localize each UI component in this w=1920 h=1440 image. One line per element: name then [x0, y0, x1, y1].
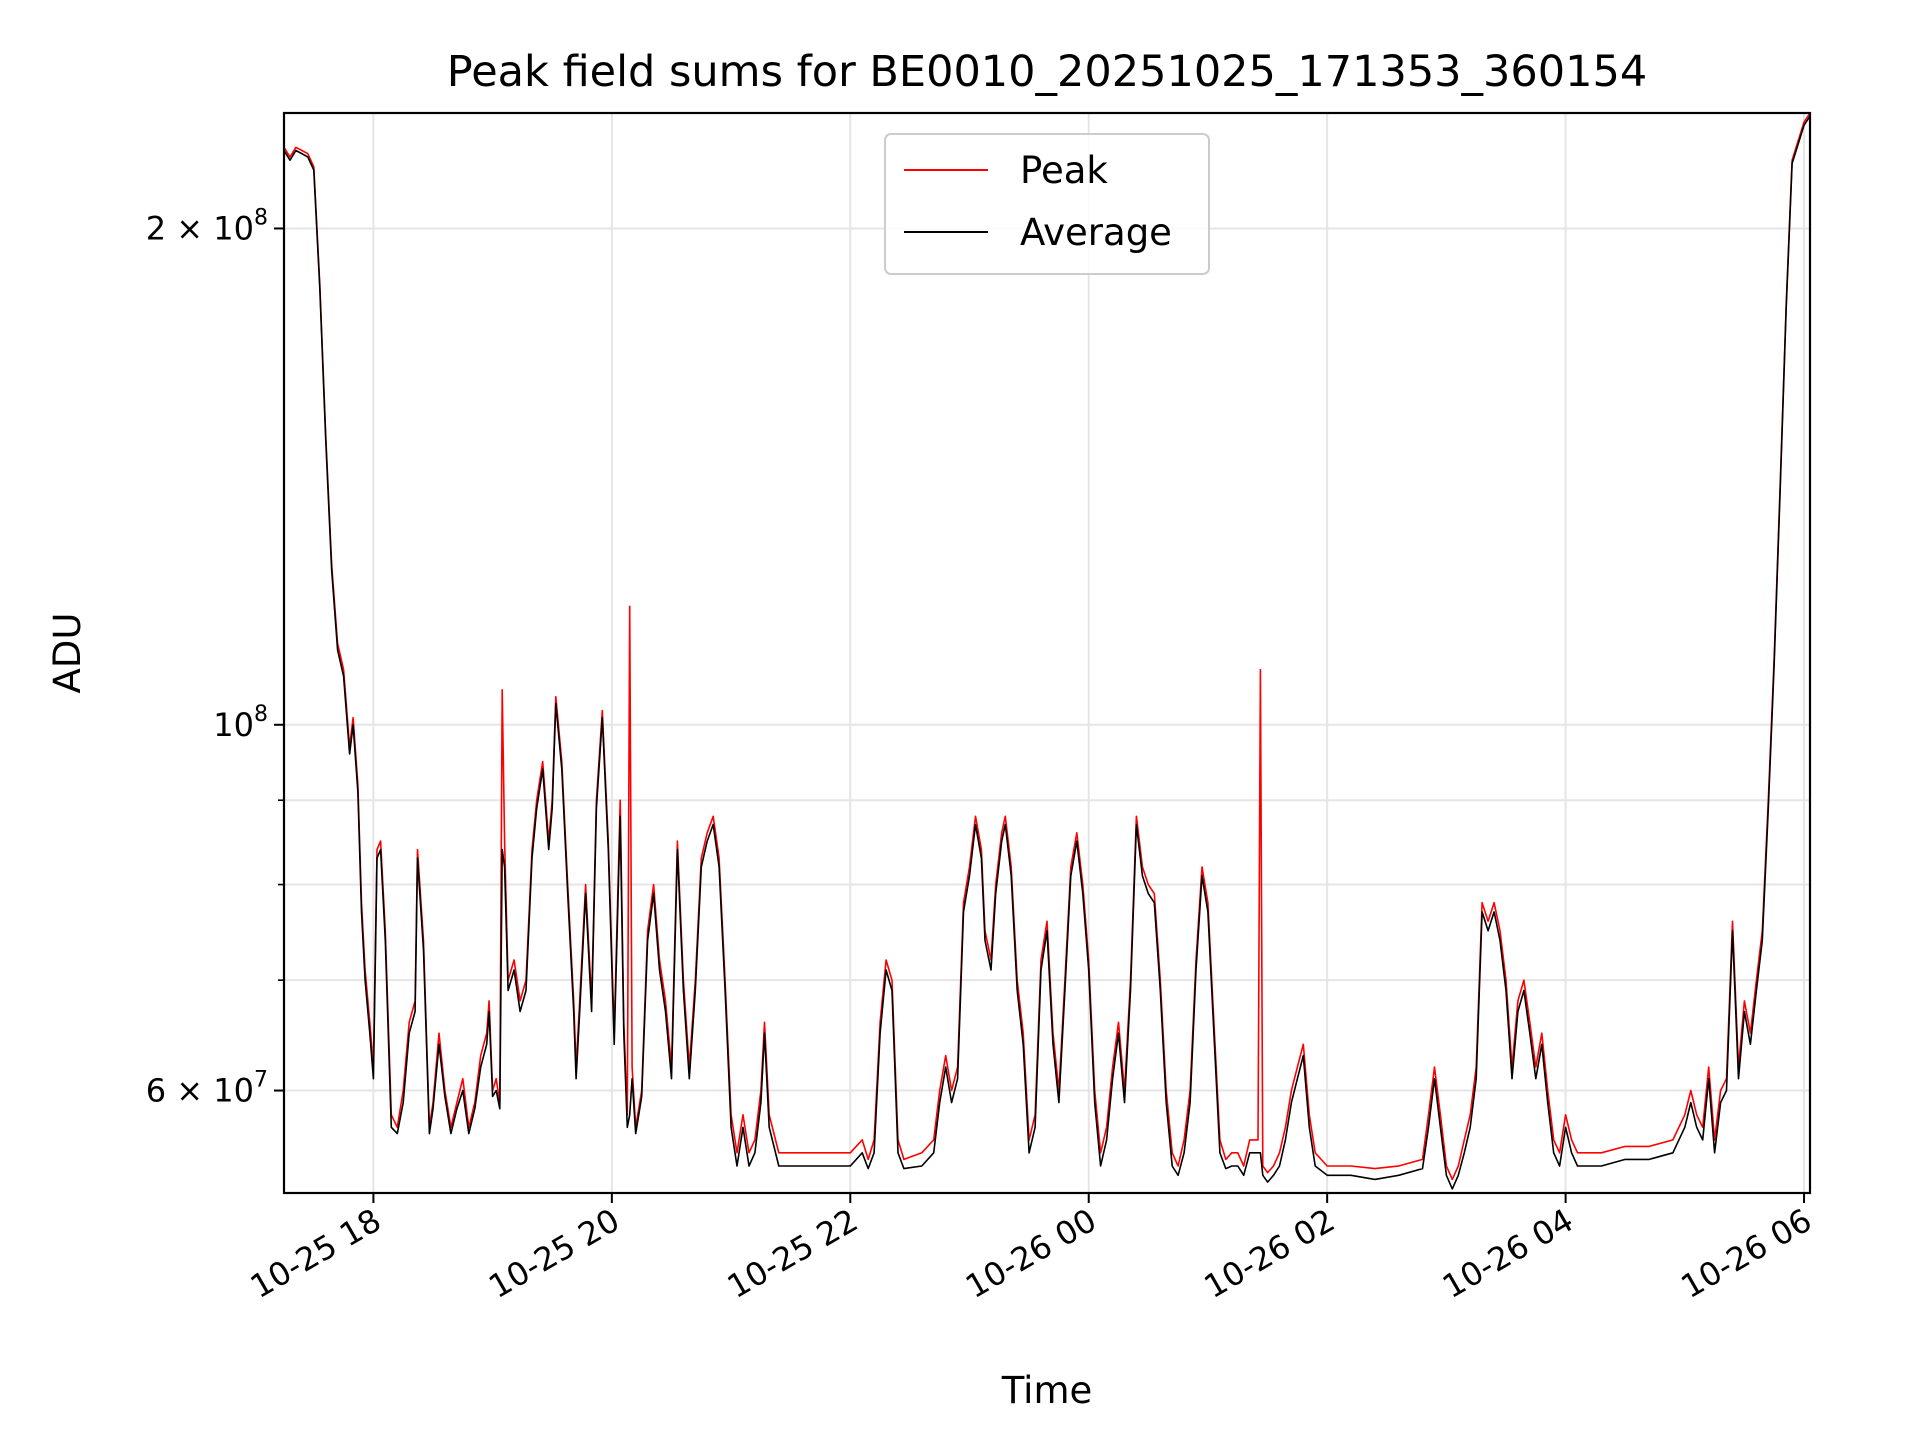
- y-tick-label: 6 × 107: [146, 1068, 268, 1110]
- chart-title: Peak field sums for BE0010_20251025_1713…: [447, 47, 1647, 97]
- y-tick-mantissa: 6 × 10: [146, 1072, 254, 1110]
- x-axis-label: Time: [1001, 1369, 1093, 1412]
- plot-frame: [282, 111, 1812, 1195]
- series-line-average: [283, 115, 1811, 1190]
- y-tick-mantissa: 2 × 10: [146, 209, 254, 247]
- y-tick-label: 2 × 108: [146, 205, 268, 247]
- y-tick-exponent: 8: [254, 702, 268, 727]
- y-tick-label: 108: [213, 702, 268, 744]
- grid: [284, 113, 1810, 1193]
- plot-series: [283, 112, 1811, 1190]
- y-tick-exponent: 8: [254, 205, 268, 230]
- y-axis-label: ADU: [46, 613, 89, 694]
- y-tick-exponent: 7: [254, 1068, 268, 1093]
- y-tick-base: 10: [213, 706, 254, 744]
- legend-label-average: Average: [1020, 211, 1172, 254]
- legend: Peak Average: [884, 133, 1210, 275]
- legend-label-peak: Peak: [1020, 149, 1108, 192]
